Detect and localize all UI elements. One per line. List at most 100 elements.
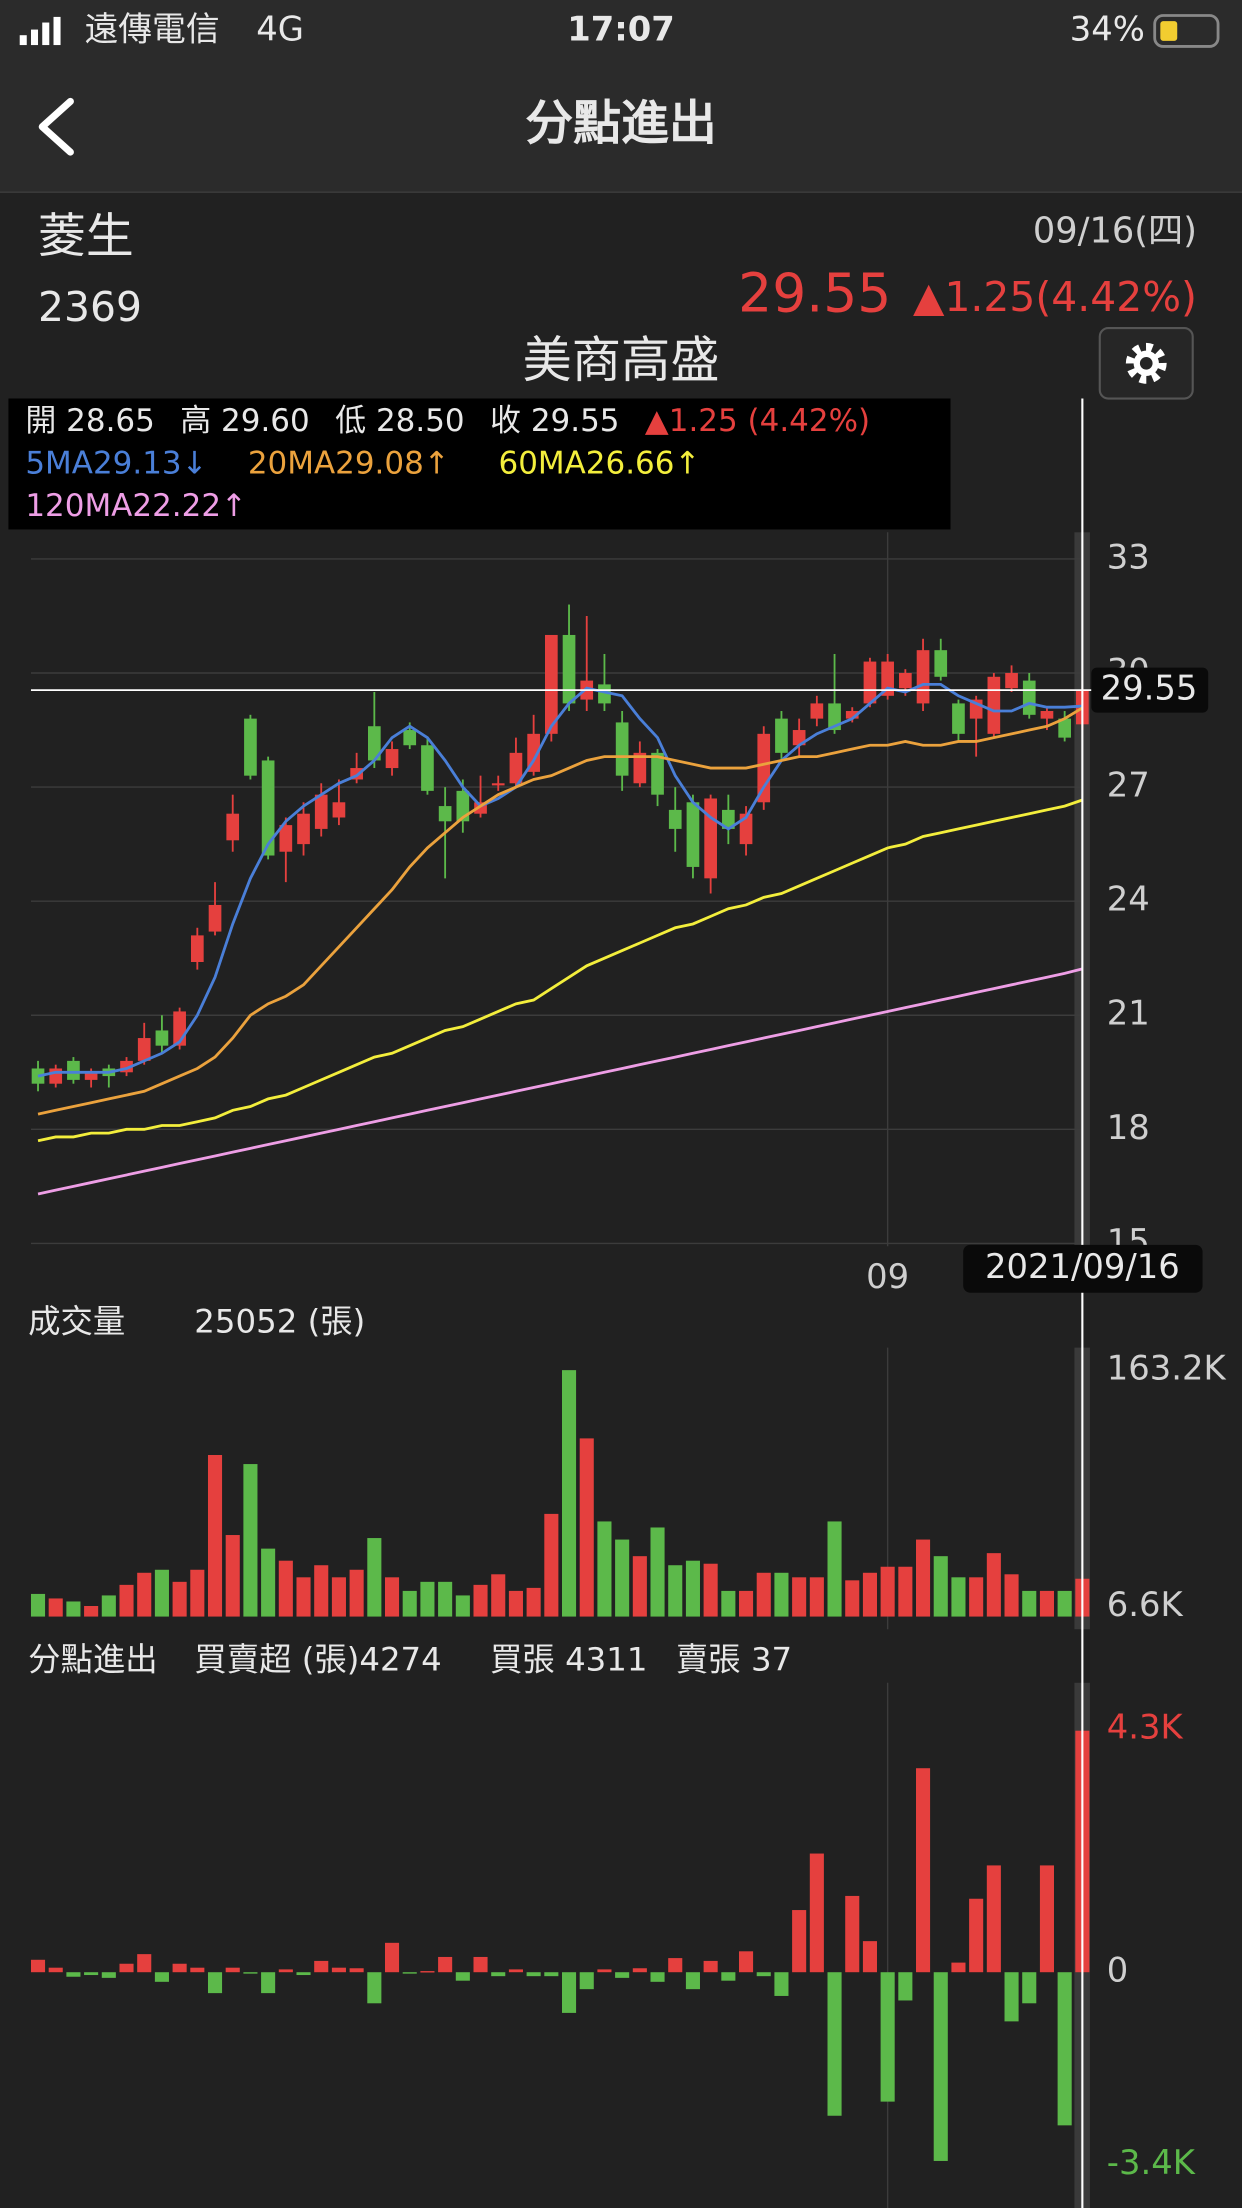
candle-body <box>739 813 753 845</box>
bar <box>579 1438 594 1617</box>
stock-change: ▲1.25(4.42%) <box>913 273 1197 321</box>
info-box <box>8 398 951 530</box>
bar <box>296 1972 311 1976</box>
bar <box>668 1565 683 1617</box>
bar <box>349 1968 364 1973</box>
candle-body <box>314 794 328 829</box>
bar <box>862 1572 877 1617</box>
legend-value: 26.66↑ <box>586 445 701 481</box>
bar <box>774 1572 789 1617</box>
bar <box>632 1968 647 1973</box>
candle-body <box>403 730 417 746</box>
bar <box>544 1972 559 1977</box>
candle-body <box>845 711 859 719</box>
bar <box>898 1972 913 2001</box>
bar <box>101 1595 116 1617</box>
trade-date: 09/16(四) <box>1033 210 1197 251</box>
settings-button[interactable] <box>1098 327 1194 400</box>
bar <box>579 1972 594 1990</box>
bar <box>331 1577 346 1617</box>
bar <box>880 1972 895 2102</box>
bar <box>916 1539 931 1617</box>
bar <box>278 1560 293 1617</box>
candle-body <box>474 802 487 814</box>
candle-body <box>899 672 912 689</box>
legend-entry: 120MA22.22↑ <box>25 487 247 523</box>
candle-body <box>792 730 806 746</box>
bar <box>190 1569 205 1617</box>
candle-body <box>137 1038 151 1061</box>
bar <box>1039 1590 1054 1617</box>
legend-value: 22.22↑ <box>132 487 247 523</box>
candle-body <box>155 1030 169 1046</box>
candle-body <box>545 634 558 734</box>
bar <box>119 1584 134 1617</box>
bar <box>544 1513 559 1617</box>
bar <box>491 1972 506 1977</box>
y-tick-label: 6.6K <box>1107 1585 1184 1624</box>
bar <box>1004 1972 1019 2022</box>
bar <box>969 1898 984 1973</box>
bar <box>632 1556 647 1617</box>
bar <box>101 1972 116 1978</box>
candle-body <box>775 718 788 753</box>
bar <box>84 1972 99 1976</box>
bar <box>473 1956 488 1973</box>
candle-body <box>385 749 399 769</box>
ohlc-info: 開 28.65 <box>25 403 154 439</box>
bar <box>384 1942 400 1973</box>
panel-title: 分點進出 <box>28 1641 158 1679</box>
candle-body <box>934 650 948 677</box>
candle-body <box>810 703 824 719</box>
bar <box>650 1972 665 1982</box>
y-tick-label: 33 <box>1107 537 1150 576</box>
bar <box>561 1370 577 1617</box>
y-tick-label: -3.4K <box>1107 2143 1196 2182</box>
stock-name: 菱生 <box>38 209 134 264</box>
ma-line <box>37 682 1083 1078</box>
bar <box>314 1960 329 1973</box>
bar <box>278 1969 293 1973</box>
bar <box>1004 1574 1019 1617</box>
bar <box>314 1565 329 1617</box>
bar <box>792 1577 807 1617</box>
candle-body <box>190 935 204 963</box>
bar <box>349 1569 364 1617</box>
candle-body <box>863 661 877 704</box>
candle-body <box>491 783 505 786</box>
bar <box>420 1581 435 1617</box>
bar <box>66 1601 81 1617</box>
bar <box>66 1972 81 1977</box>
bar <box>1022 1590 1037 1617</box>
bar <box>615 1972 630 1978</box>
bar <box>809 1853 824 1973</box>
back-button[interactable] <box>38 97 74 156</box>
bar <box>1022 1972 1037 2004</box>
candle-body <box>598 684 611 704</box>
y-tick-label: 18 <box>1107 1108 1150 1147</box>
bar <box>243 1972 258 1974</box>
legend-name: 5MA <box>25 445 93 481</box>
bar <box>951 1962 966 1973</box>
legend-name: 20MA <box>248 445 335 481</box>
bar <box>261 1972 276 1994</box>
bar <box>703 1960 718 1973</box>
candle-body <box>367 726 381 761</box>
bar <box>119 1963 134 1973</box>
bar <box>597 1521 612 1617</box>
bar <box>1057 1590 1072 1617</box>
panel-annotation: 賣張 37 <box>676 1641 792 1679</box>
candle-body <box>261 760 275 856</box>
bar <box>739 1951 754 1973</box>
candle-body <box>332 802 346 818</box>
bar <box>969 1577 984 1617</box>
legend-entry: 20MA29.08↑ <box>248 445 450 481</box>
candle-body <box>686 802 700 867</box>
legend-name: 60MA <box>498 445 585 481</box>
candle-body <box>208 904 222 932</box>
candle-body <box>952 703 965 734</box>
bar <box>172 1963 187 1973</box>
bar <box>154 1569 169 1617</box>
legend-value: 29.08↑ <box>335 445 450 481</box>
y-tick-label: 0 <box>1107 1951 1129 1990</box>
